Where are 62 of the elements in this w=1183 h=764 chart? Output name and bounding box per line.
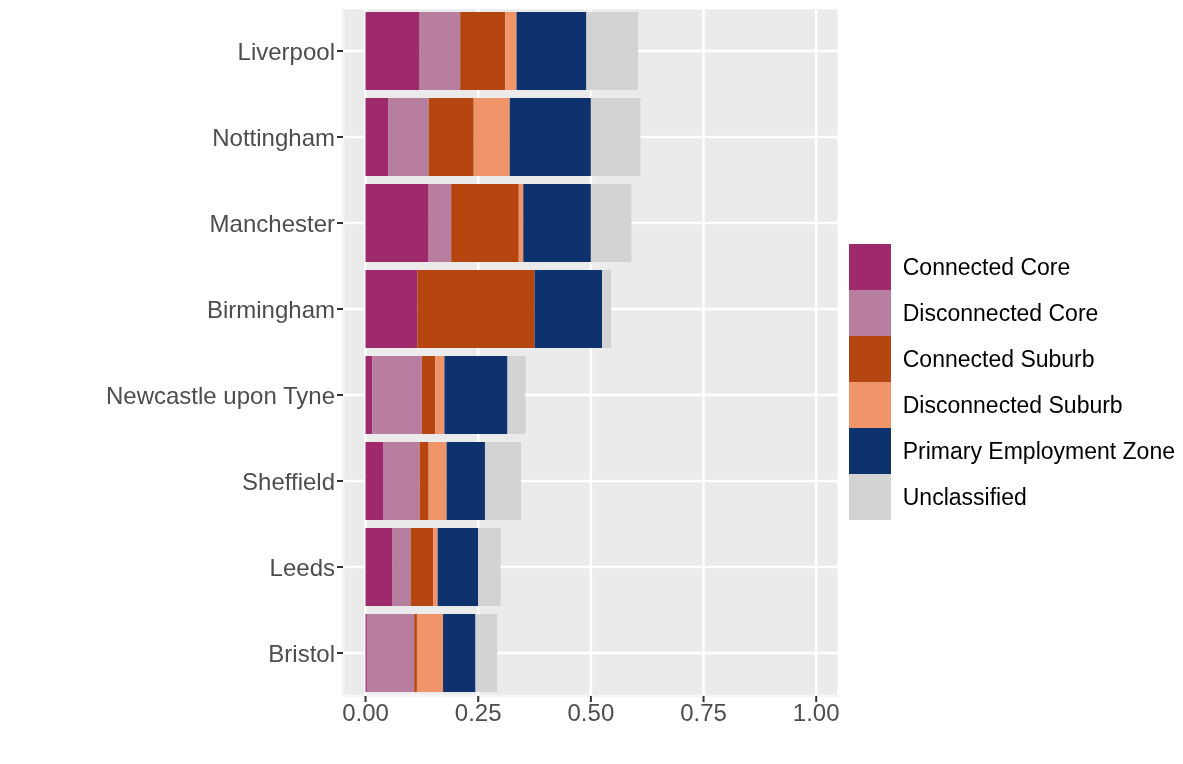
- bar: [428, 184, 452, 262]
- y-tick-label: Manchester: [209, 209, 336, 237]
- x-tick-label: 0.75: [680, 699, 727, 727]
- bar: [392, 528, 411, 606]
- legend-label: Disconnected Suburb: [902, 391, 1123, 419]
- y-tick-label: Sheffield: [242, 467, 335, 495]
- bar: [451, 184, 519, 262]
- x-tick-label: 1.00: [792, 699, 840, 727]
- bar: [460, 12, 506, 90]
- bar: [365, 442, 384, 520]
- bar: [435, 356, 445, 434]
- bar: [586, 12, 639, 90]
- bar: [419, 12, 461, 90]
- bar: [509, 98, 591, 176]
- bar: [433, 528, 438, 606]
- bar: [507, 356, 526, 434]
- legend-label: Disconnected Core: [902, 299, 1099, 327]
- bar: [365, 184, 429, 262]
- y-tick-label: Nottingham: [212, 123, 335, 151]
- legend-label: Connected Core: [902, 253, 1071, 281]
- bar: [388, 98, 429, 176]
- bar: [437, 528, 479, 606]
- bar: [416, 614, 444, 692]
- legend-label: Connected Suburb: [902, 345, 1095, 373]
- y-tick-label: Bristol: [268, 639, 335, 667]
- bar: [516, 12, 587, 90]
- y-tick-label: Birmingham: [206, 295, 335, 323]
- bar: [446, 442, 485, 520]
- bar: [602, 270, 612, 348]
- bar: [475, 614, 498, 692]
- y-tick-label: Leeds: [269, 553, 335, 581]
- bar: [428, 442, 447, 520]
- x-tick-label: 0.00: [342, 699, 389, 727]
- y-tick-label: Newcastle upon Tyne: [105, 381, 335, 409]
- bar: [421, 356, 436, 434]
- bar: [428, 98, 474, 176]
- legend-label: Unclassified: [902, 483, 1027, 511]
- bar: [478, 528, 501, 606]
- bar: [534, 270, 603, 348]
- bar: [473, 98, 510, 176]
- bar: [443, 614, 476, 692]
- bar: [365, 528, 393, 606]
- legend-label: Primary Employment Zone: [902, 437, 1175, 465]
- bar: [383, 442, 420, 520]
- x-tick-label: 0.25: [454, 699, 502, 727]
- bar: [414, 614, 417, 692]
- x-tick-label: 0.50: [567, 699, 615, 727]
- bar: [365, 98, 389, 176]
- bar: [365, 12, 420, 90]
- bar: [505, 12, 517, 90]
- bar: [523, 184, 591, 262]
- bar: [419, 442, 429, 520]
- bar: [484, 442, 522, 520]
- bar: [417, 270, 535, 348]
- bar: [365, 270, 418, 348]
- bar: [444, 356, 508, 434]
- bar: [372, 356, 422, 434]
- y-tick-label: Liverpool: [237, 37, 335, 65]
- bar: [590, 184, 632, 262]
- bar: [366, 614, 415, 692]
- bar: [410, 528, 434, 606]
- bar: [590, 98, 641, 176]
